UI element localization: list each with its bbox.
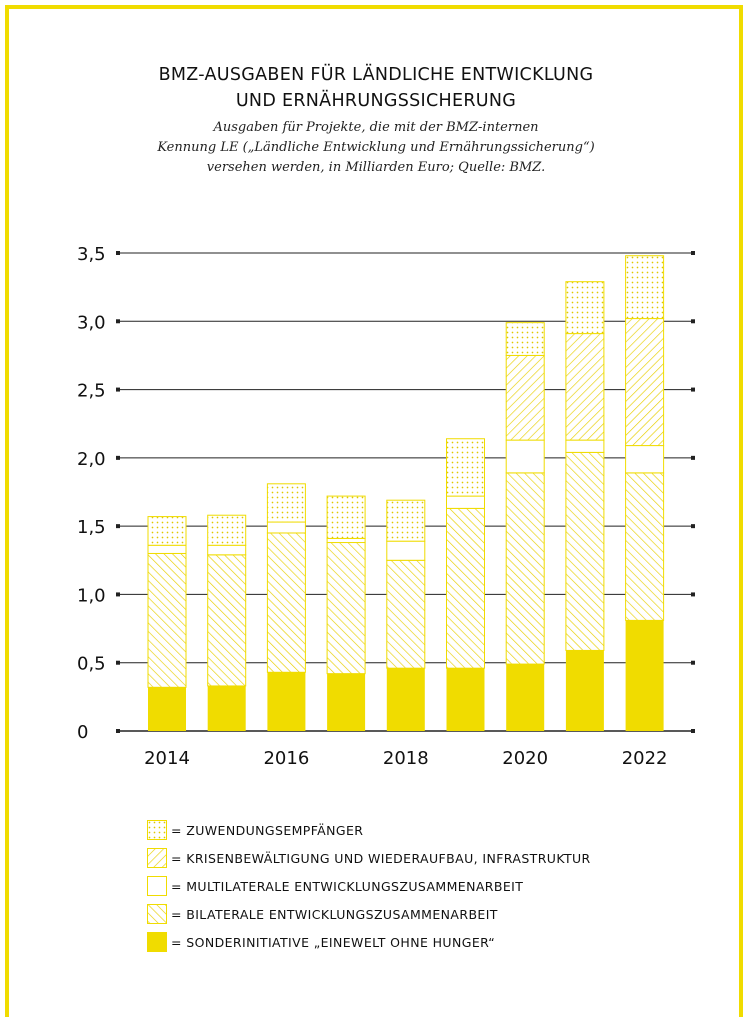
gridline-end-mark bbox=[691, 524, 695, 529]
gridline-end-mark bbox=[116, 592, 120, 597]
bar-segment bbox=[267, 672, 306, 731]
bar-segment bbox=[506, 664, 545, 731]
gridline-end-mark bbox=[116, 660, 120, 665]
bar-segment bbox=[386, 559, 426, 669]
x-tick-label: 2016 bbox=[263, 748, 309, 769]
bar-segment bbox=[446, 668, 485, 731]
bar-segment bbox=[148, 687, 186, 731]
chart-subtitle-line-3: versehen werden, in Milliarden Euro; Que… bbox=[206, 160, 546, 175]
gridline-end-mark bbox=[691, 660, 695, 665]
bar-segment bbox=[505, 354, 545, 441]
title-block: BMZ-AUSGABEN FÜR LÄNDLICHE ENTWICKLUNG U… bbox=[0, 62, 752, 178]
chart-title-line-2: UND ERNÄHRUNGSSICHERUNG bbox=[235, 91, 517, 111]
gridline-end-mark bbox=[691, 387, 695, 392]
legend: = ZUWENDUNGSEMPFÄNGER = KRISENBEWÄLTIGUNG… bbox=[147, 820, 591, 960]
y-tick-label: 3,5 bbox=[77, 244, 106, 265]
bar-segment bbox=[386, 499, 426, 542]
chart-subtitle-line-2: Kennung LE („Ländliche Entwicklung und E… bbox=[157, 140, 595, 155]
gridline-end-mark bbox=[691, 319, 695, 324]
y-tick-label: 3,0 bbox=[77, 312, 106, 333]
gridline-end-mark bbox=[691, 592, 695, 597]
y-tick-label: 0 bbox=[77, 722, 88, 743]
bar-segment bbox=[207, 685, 246, 731]
bar-segment bbox=[147, 544, 187, 554]
bar-segment bbox=[625, 472, 665, 621]
y-tick-label: 2,0 bbox=[77, 449, 106, 470]
bar-segment bbox=[625, 318, 665, 447]
bar-segment bbox=[505, 439, 545, 474]
y-tick-label: 0,5 bbox=[77, 654, 106, 675]
gridline-end-mark bbox=[116, 729, 120, 733]
gridline-end-mark bbox=[691, 251, 695, 255]
bar-segment bbox=[446, 495, 485, 509]
bar-segment bbox=[565, 333, 605, 441]
legend-label: = KRISENBEWÄLTIGUNG UND WIEDERAUFBAU, IN… bbox=[171, 850, 591, 866]
chart-subtitle-line-1: Ausgaben für Projekte, die mit der BMZ-i… bbox=[213, 120, 539, 135]
bar-segment bbox=[625, 620, 664, 731]
bar-segment bbox=[266, 483, 306, 523]
bar-segment bbox=[326, 537, 366, 544]
yellow-frame bbox=[5, 5, 743, 1017]
bar-segment bbox=[327, 673, 366, 731]
chart-title-line-1: BMZ-AUSGABEN FÜR LÄNDLICHE ENTWICKLUNG bbox=[158, 65, 594, 85]
bar-segment bbox=[625, 445, 665, 474]
legend-item: = BILATERALE ENTWICKLUNGSZUSAMMENARBEIT bbox=[147, 904, 591, 924]
legend-label: = MULTILATERALE ENTWICKLUNGSZUSAMMENARBE… bbox=[171, 878, 524, 894]
bar-segment bbox=[207, 544, 247, 556]
bar-segment bbox=[266, 532, 306, 673]
x-tick-label: 2020 bbox=[502, 748, 548, 769]
bar-segment bbox=[625, 255, 665, 320]
gridline-end-mark bbox=[116, 387, 120, 392]
bar-segment bbox=[565, 650, 604, 731]
bar-segment bbox=[565, 281, 605, 335]
legend-item: = ZUWENDUNGSEMPFÄNGER bbox=[147, 820, 591, 840]
bar-segment bbox=[207, 554, 247, 687]
bar-segment bbox=[326, 542, 366, 675]
bar-segment bbox=[386, 540, 426, 561]
bar-segment bbox=[326, 495, 366, 539]
bar-segment bbox=[505, 472, 545, 665]
gridline-end-mark bbox=[691, 455, 695, 460]
y-tick-label: 1,0 bbox=[77, 585, 106, 606]
bar-segment bbox=[446, 507, 485, 669]
legend-label: = BILATERALE ENTWICKLUNGSZUSAMMENARBEIT bbox=[171, 906, 498, 922]
gridline-end-mark bbox=[691, 729, 695, 733]
x-tick-label: 2014 bbox=[144, 748, 190, 769]
legend-swatch bbox=[147, 932, 167, 952]
gridline-end-mark bbox=[116, 251, 120, 255]
y-tick-label: 1,5 bbox=[77, 517, 106, 538]
bar-segment bbox=[446, 438, 485, 497]
x-tick-label: 2018 bbox=[383, 748, 429, 769]
stacked-bar-chart: 0 0,5 1,0 1,5 2,0 2,5 3,0 3,5 2014 2016 2018 2020 20… bbox=[77, 244, 695, 769]
y-tick-label: 2,5 bbox=[77, 381, 106, 402]
bar-segment bbox=[505, 322, 545, 356]
legend-item: = KRISENBEWÄLTIGUNG UND WIEDERAUFBAU, IN… bbox=[147, 848, 591, 868]
legend-label: = SONDERINITIATIVE „EINEWELT OHNE HUNGER… bbox=[171, 934, 496, 950]
axis-label-layer: 0 0,5 1,0 1,5 2,0 2,5 3,0 3,5 2014 2016 2018 2020 20… bbox=[77, 244, 668, 769]
gridline-end-mark bbox=[116, 524, 120, 529]
bar-segment bbox=[565, 451, 605, 651]
x-tick-label: 2022 bbox=[622, 748, 668, 769]
bar-segment bbox=[147, 516, 187, 546]
bar-segment bbox=[565, 439, 605, 453]
gridline-end-mark bbox=[116, 319, 120, 324]
bar-segment bbox=[147, 552, 187, 688]
legend-swatch bbox=[147, 848, 167, 868]
legend-item: = SONDERINITIATIVE „EINEWELT OHNE HUNGER… bbox=[147, 932, 591, 952]
legend-swatch bbox=[147, 820, 167, 840]
legend-item: = MULTILATERALE ENTWICKLUNGSZUSAMMENARBE… bbox=[147, 876, 591, 896]
legend-swatch bbox=[147, 876, 167, 896]
legend-swatch bbox=[147, 904, 167, 924]
bar-segment bbox=[207, 514, 247, 546]
legend-label: = ZUWENDUNGSEMPFÄNGER bbox=[171, 822, 364, 838]
gridline-end-mark bbox=[116, 455, 120, 460]
bar-segment bbox=[386, 668, 425, 731]
bar-layer bbox=[147, 255, 665, 731]
bar-segment bbox=[266, 521, 306, 534]
